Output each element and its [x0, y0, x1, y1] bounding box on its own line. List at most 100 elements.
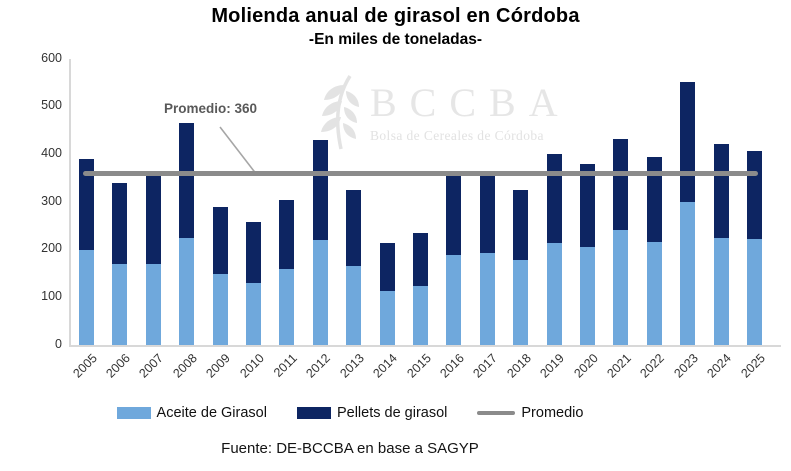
bar-2022 — [646, 157, 662, 345]
bar-segment-aceite — [513, 260, 529, 345]
bar-2005 — [79, 159, 94, 345]
legend-label-pellets: Pellets de girasol — [336, 405, 448, 421]
x-tick-label: 2015 — [403, 351, 434, 381]
bar-2006 — [112, 182, 128, 345]
bar-segment-aceite — [446, 255, 462, 345]
bar-segment-aceite — [79, 249, 94, 345]
bar-segment-aceite — [546, 243, 562, 345]
x-tick-label: 2014 — [370, 351, 400, 381]
x-tick-label: 2010 — [236, 351, 267, 381]
legend-item-pellets: Pellets de girasol — [296, 405, 448, 421]
x-tick-label: 2017 — [470, 351, 501, 381]
bar-2021 — [613, 139, 629, 345]
average-line — [83, 171, 758, 176]
bar-segment-pellets — [713, 143, 729, 238]
y-tick-label: 0 — [55, 336, 62, 351]
bar-segment-aceite — [246, 283, 261, 345]
bar-2020 — [580, 163, 595, 345]
bar-2008 — [179, 123, 195, 345]
bar-segment-aceite — [312, 240, 328, 345]
average-annotation: Promedio: 360 — [164, 101, 258, 116]
bar-segment-pellets — [613, 139, 629, 230]
x-tick-label: 2021 — [604, 351, 634, 381]
x-axis-line — [69, 345, 781, 347]
bar-segment-pellets — [446, 175, 462, 256]
x-tick-label: 2008 — [170, 351, 200, 381]
plot-area: BCCBA Bolsa de Cereales de Córdoba Prome… — [70, 59, 780, 345]
bar-segment-pellets — [145, 175, 161, 264]
watermark: BCCBA Bolsa de Cereales de Córdoba — [320, 73, 571, 151]
bar-segment-aceite — [279, 268, 295, 345]
bar-segment-pellets — [312, 140, 328, 241]
x-tick-label: 2025 — [737, 351, 768, 381]
x-tick-label: 2019 — [537, 351, 567, 381]
bar-segment-aceite — [212, 273, 228, 345]
x-tick-label: 2016 — [437, 351, 467, 381]
bar-segment-pellets — [246, 222, 261, 284]
bar-2017 — [479, 175, 495, 345]
bar-segment-aceite — [179, 237, 195, 345]
bar-2018 — [513, 190, 529, 345]
x-tick-label: 2018 — [504, 351, 534, 381]
bar-segment-pellets — [479, 175, 495, 254]
bar-segment-aceite — [145, 263, 161, 345]
bar-segment-pellets — [279, 199, 295, 269]
legend-label-aceite: Aceite de Girasol — [156, 405, 267, 421]
bar-2012 — [312, 140, 328, 345]
pellets-swatch-icon — [296, 407, 331, 419]
x-tick-label: 2011 — [270, 351, 300, 380]
bar-2024 — [713, 143, 729, 345]
bar-segment-aceite — [713, 237, 729, 345]
bar-segment-aceite — [346, 266, 362, 345]
watermark-acronym: BCCBA — [370, 80, 571, 125]
bar-segment-aceite — [479, 253, 495, 345]
y-tick-label: 200 — [41, 241, 62, 256]
bar-segment-pellets — [413, 233, 428, 287]
y-tick-label: 400 — [41, 145, 62, 160]
bar-2011 — [279, 199, 295, 345]
y-axis-line — [69, 59, 71, 347]
x-tick-label: 2009 — [203, 351, 233, 381]
bar-segment-pellets — [580, 163, 595, 248]
bar-segment-aceite — [580, 247, 595, 345]
watermark-name: Bolsa de Cereales de Córdoba — [370, 128, 544, 143]
x-tick-label: 2005 — [69, 351, 100, 381]
bar-2023 — [680, 81, 696, 345]
bar-segment-aceite — [379, 291, 395, 345]
x-tick-label: 2012 — [303, 351, 334, 381]
bar-segment-pellets — [379, 242, 395, 292]
y-tick-label: 300 — [41, 193, 62, 208]
bar-segment-aceite — [112, 263, 128, 345]
aceite-swatch-icon — [116, 407, 151, 419]
bar-2013 — [346, 190, 362, 345]
y-tick-label: 100 — [41, 288, 62, 303]
bar-segment-pellets — [747, 150, 762, 239]
chart-title: Molienda anual de girasol en Córdoba — [211, 5, 580, 27]
bar-segment-pellets — [212, 206, 228, 274]
bar-segment-pellets — [79, 159, 94, 250]
bar-segment-pellets — [680, 81, 696, 202]
legend: Aceite de Girasol Pellets de girasol Pro… — [0, 405, 700, 421]
bar-segment-aceite — [613, 229, 629, 345]
bar-segment-aceite — [747, 238, 762, 345]
bar-segment-pellets — [112, 182, 128, 264]
x-tick-label: 2007 — [136, 351, 167, 381]
bar-2015 — [413, 233, 428, 345]
bar-segment-aceite — [680, 202, 696, 345]
bar-segment-pellets — [646, 157, 662, 243]
bar-segment-pellets — [179, 123, 195, 238]
y-tick-label: 600 — [41, 50, 62, 65]
bar-segment-pellets — [546, 154, 562, 244]
annotation-leader-line — [219, 126, 258, 176]
chart-subtitle: -En miles de toneladas- — [308, 31, 483, 48]
bar-2019 — [546, 154, 562, 345]
x-tick-label: 2013 — [337, 351, 367, 381]
bar-2014 — [379, 242, 395, 345]
legend-item-aceite: Aceite de Girasol — [116, 405, 267, 421]
promedio-swatch-icon — [477, 410, 516, 416]
bar-2025 — [747, 150, 762, 345]
bar-segment-aceite — [646, 242, 662, 345]
x-tick-label: 2023 — [671, 351, 701, 381]
bar-segment-aceite — [413, 286, 428, 345]
